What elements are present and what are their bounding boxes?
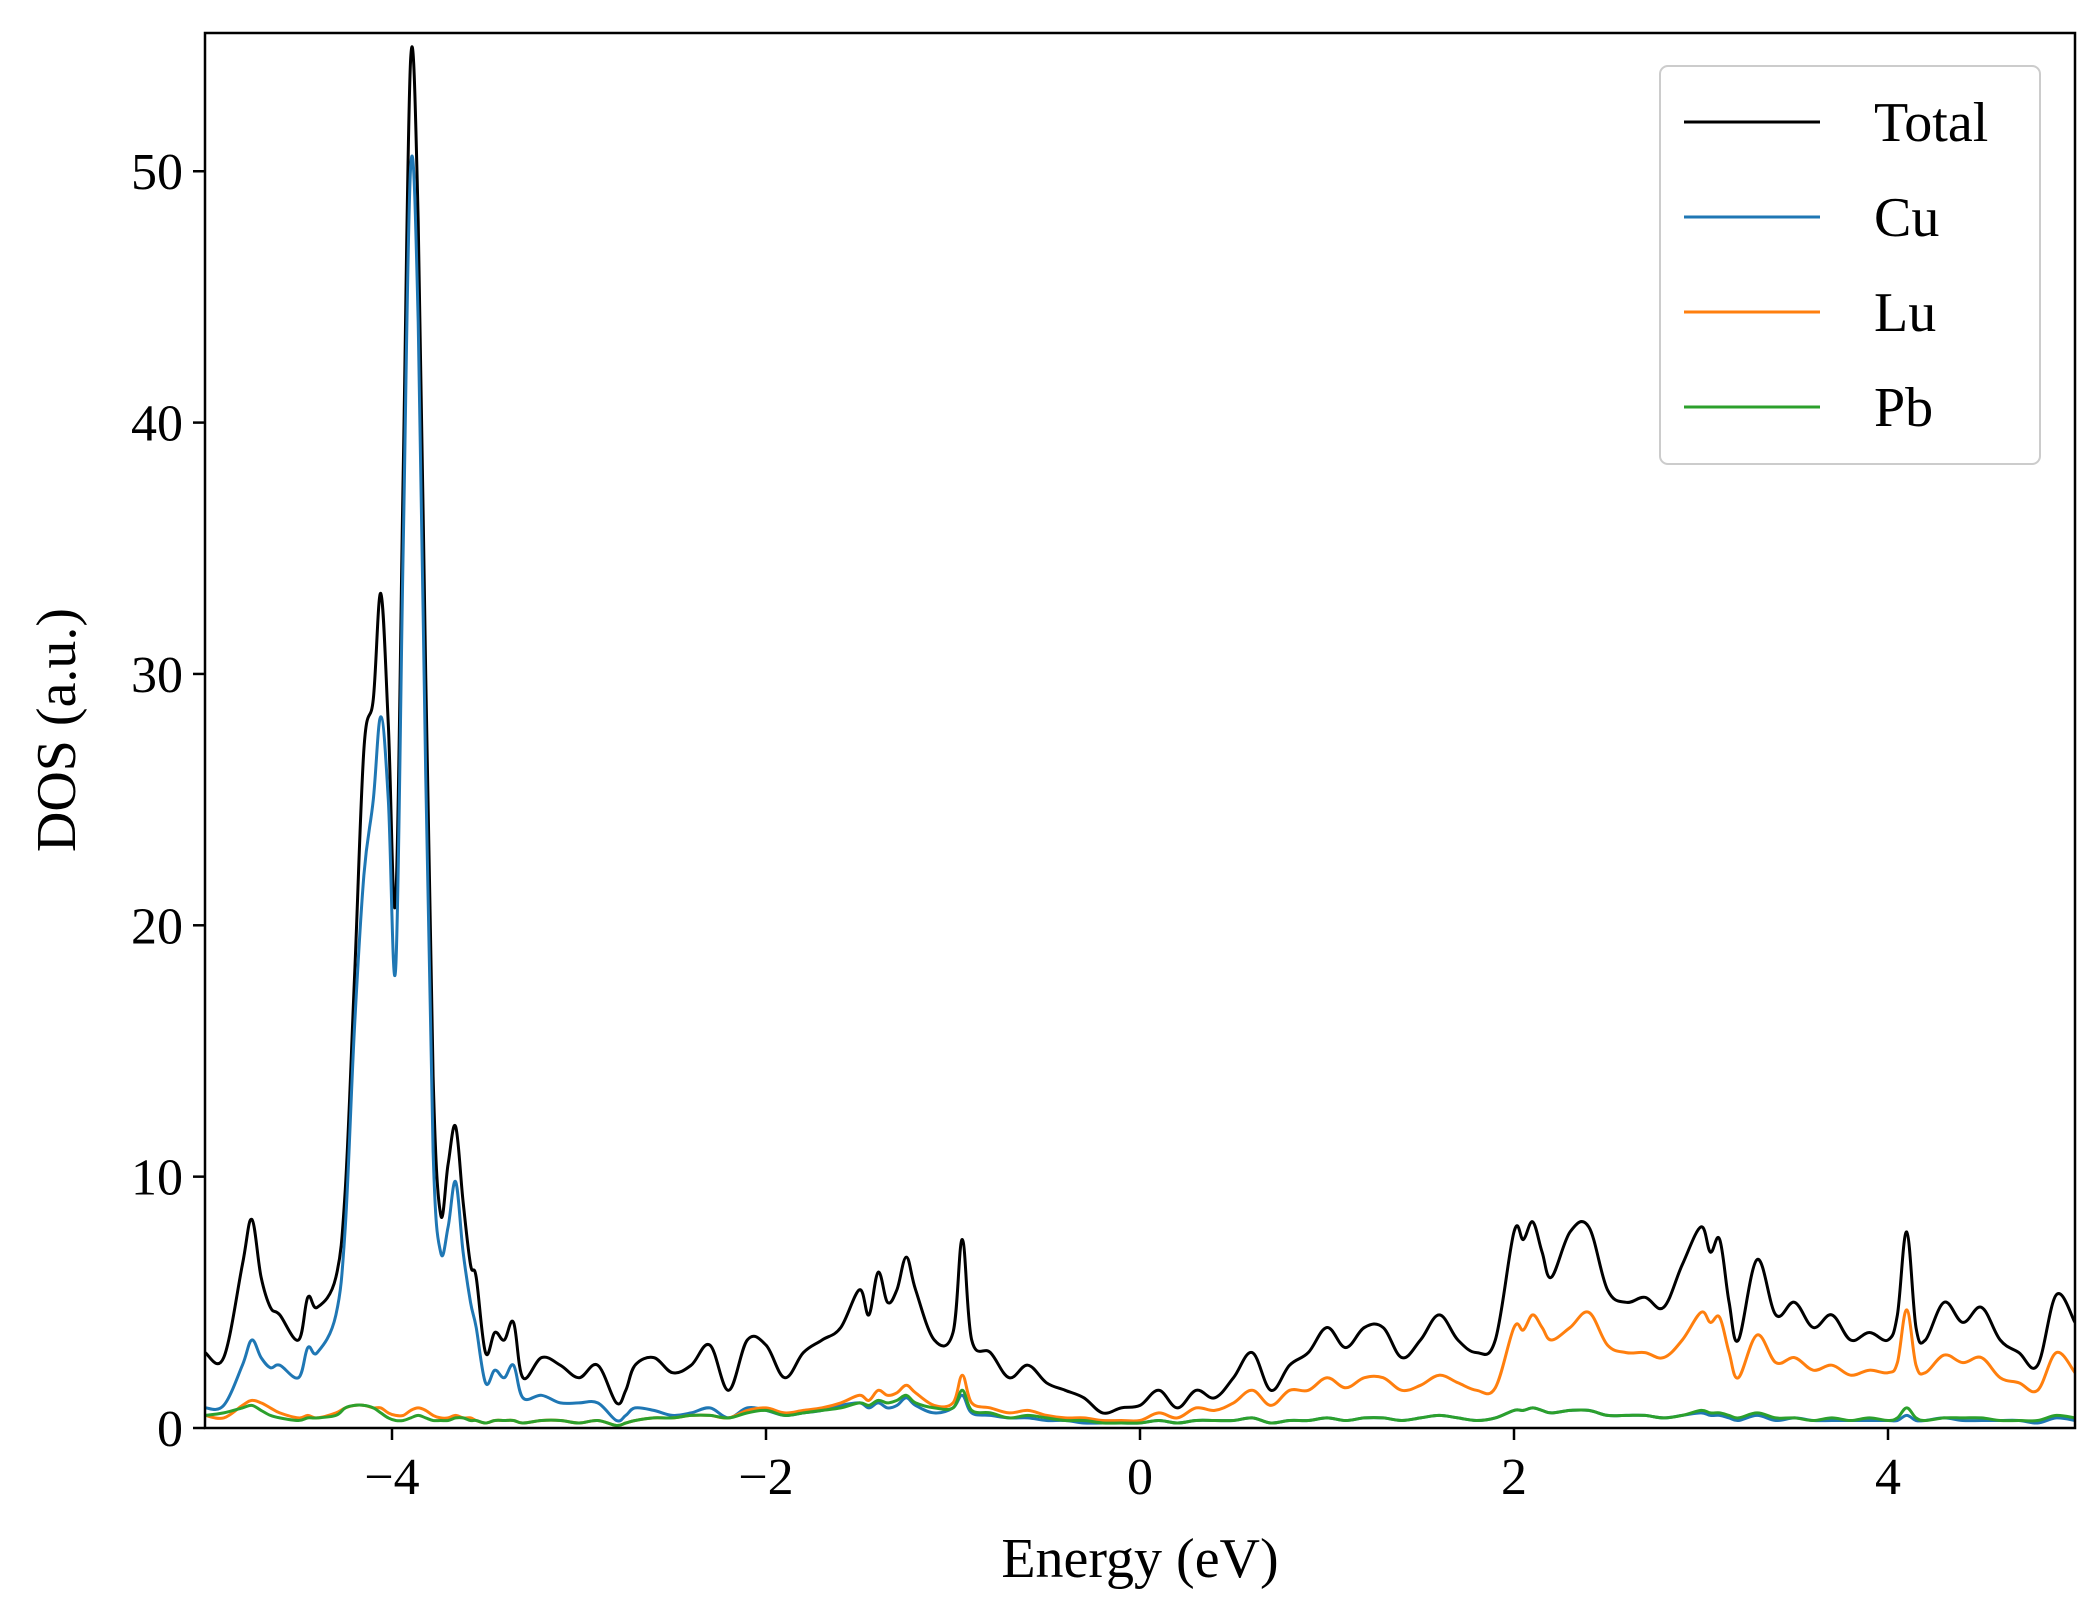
legend-box xyxy=(1659,65,2041,465)
y-axis-label: DOS (a.u.) xyxy=(26,608,88,852)
x-tick-label: −4 xyxy=(364,1449,419,1506)
x-tick-label: −2 xyxy=(738,1449,793,1506)
series-line-lu xyxy=(205,1308,2075,1428)
series-layer xyxy=(205,45,2075,1428)
y-tick-label: 30 xyxy=(131,647,183,704)
legend-label-pb: Pb xyxy=(1874,377,1933,439)
y-tick-label: 40 xyxy=(131,396,183,453)
series-line-cu xyxy=(205,154,2075,1425)
x-axis-ticks: −4 −2 0 2 4 xyxy=(364,1428,1901,1506)
legend-label-total: Total xyxy=(1874,92,1988,154)
series-line-pb xyxy=(205,1388,2075,1428)
x-tick-label: 4 xyxy=(1875,1449,1901,1506)
y-axis-ticks: 0 10 20 30 40 50 xyxy=(131,144,205,1458)
y-tick-label: 0 xyxy=(157,1401,183,1458)
y-tick-label: 10 xyxy=(131,1150,183,1207)
x-axis-label: Energy (eV) xyxy=(1001,1528,1278,1590)
y-tick-label: 50 xyxy=(131,144,183,201)
y-tick-label: 20 xyxy=(131,898,183,955)
x-tick-label: 0 xyxy=(1127,1449,1153,1506)
x-tick-label: 2 xyxy=(1501,1449,1527,1506)
legend-label-cu: Cu xyxy=(1874,187,1939,249)
legend: Total Cu Lu Pb xyxy=(1659,65,2041,465)
legend-label-lu: Lu xyxy=(1874,282,1936,344)
